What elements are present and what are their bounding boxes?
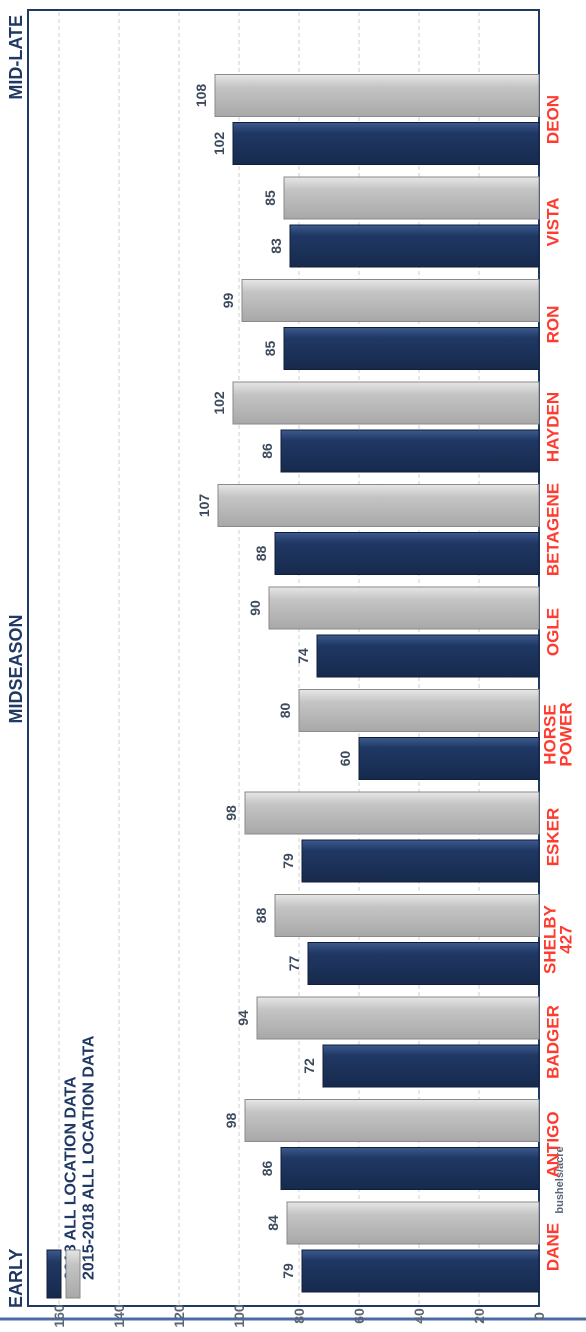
data-label: 85 [262,341,278,357]
category-label: ANTIGO [544,1111,563,1177]
data-label: 79 [280,1263,296,1279]
bar-2018-betagene [274,532,540,575]
data-label: 72 [301,1058,317,1074]
data-label: 90 [247,600,263,616]
data-label: 60 [337,751,353,767]
data-label: 86 [259,1161,275,1177]
data-label: 80 [277,703,293,719]
bar-2015-2018-dane [286,1201,540,1245]
legend-swatch-2018 [46,1249,62,1299]
data-label: 79 [280,853,296,869]
group-header-midseason: MIDSEASON [6,614,26,723]
group-header-mid-late: MID-LATE [6,15,26,100]
bar-2015-2018-antigo [244,1099,540,1142]
category-label: 427 [557,925,576,953]
bar-2015-2018-ogle [268,586,540,630]
bar-2018-badger [322,1044,540,1088]
x-tick-label: 80 [291,1308,307,1324]
x-tick-label: 60 [351,1308,367,1324]
bar-2018-ogle [316,634,540,678]
bar-2018-horse-power [358,737,540,780]
group-header-early: EARLY [6,1249,26,1308]
category-label: DANE [544,1223,563,1271]
data-label: 99 [220,293,236,309]
category-label: BETAGENE [544,483,563,576]
bar-2018-esker [301,839,540,883]
bar-2018-dane [301,1249,540,1293]
bar-2018-hayden [280,429,540,473]
bar-2018-vista [289,224,540,268]
bar-2018-deon [232,122,540,165]
category-label: HORSE [541,704,560,764]
bar-2015-2018-esker [244,791,540,835]
bar-2015-2018-ron [241,279,540,322]
legend-label-2018: 2018 ALL LOCATION DATA [63,1076,80,1280]
bar-2015-2018-horse-power [298,689,540,732]
bar-2015-2018-hayden [232,381,540,425]
data-label: 84 [265,1215,281,1231]
bar-2018-antigo [280,1147,540,1190]
x-tick-label: 100 [231,1304,247,1327]
axis-label: bushels/acre [554,1146,566,1213]
category-label: OGLE [544,608,563,656]
category-label: HAYDEN [544,392,563,462]
data-label: 88 [253,546,269,562]
x-tick-label: 0 [531,1312,547,1320]
data-label: 85 [262,190,278,206]
legend-label-2015-2018: 2015-2018 ALL LOCATION DATA [81,1035,98,1280]
x-tick-label: 160 [51,1304,67,1327]
legend-swatch-2015-2018 [65,1249,81,1299]
data-label: 94 [235,1010,251,1026]
data-label: 108 [193,84,209,108]
category-label: SHELBY [541,904,560,974]
x-tick-label: 20 [471,1308,487,1324]
category-label: RON [544,306,563,344]
bar-2018-ron [283,327,540,370]
bar-2018-shelby-427 [307,942,540,985]
bar-2015-2018-vista [283,176,540,220]
data-label: 77 [286,956,302,972]
data-label: 88 [253,908,269,924]
category-label: ESKER [544,808,563,867]
x-tick-label: 140 [111,1304,127,1327]
category-label: POWER [557,702,576,766]
data-label: 107 [196,494,212,518]
bar-2015-2018-shelby-427 [274,894,540,937]
category-label: BADGER [544,1005,563,1079]
data-label: 102 [211,391,227,415]
x-tick-label: 40 [411,1308,427,1324]
data-label: 98 [223,805,239,821]
bar-2015-2018-deon [214,74,540,117]
data-label: 74 [295,648,311,664]
bar-2015-2018-badger [256,996,540,1040]
data-label: 98 [223,1113,239,1129]
x-tick-label: 120 [171,1304,187,1327]
bar-2015-2018-betagene [217,484,540,527]
category-label: VISTA [544,198,563,247]
data-label: 83 [268,238,284,254]
category-label: DEON [544,95,563,144]
data-label: 102 [211,132,227,156]
data-label: 86 [259,443,275,459]
